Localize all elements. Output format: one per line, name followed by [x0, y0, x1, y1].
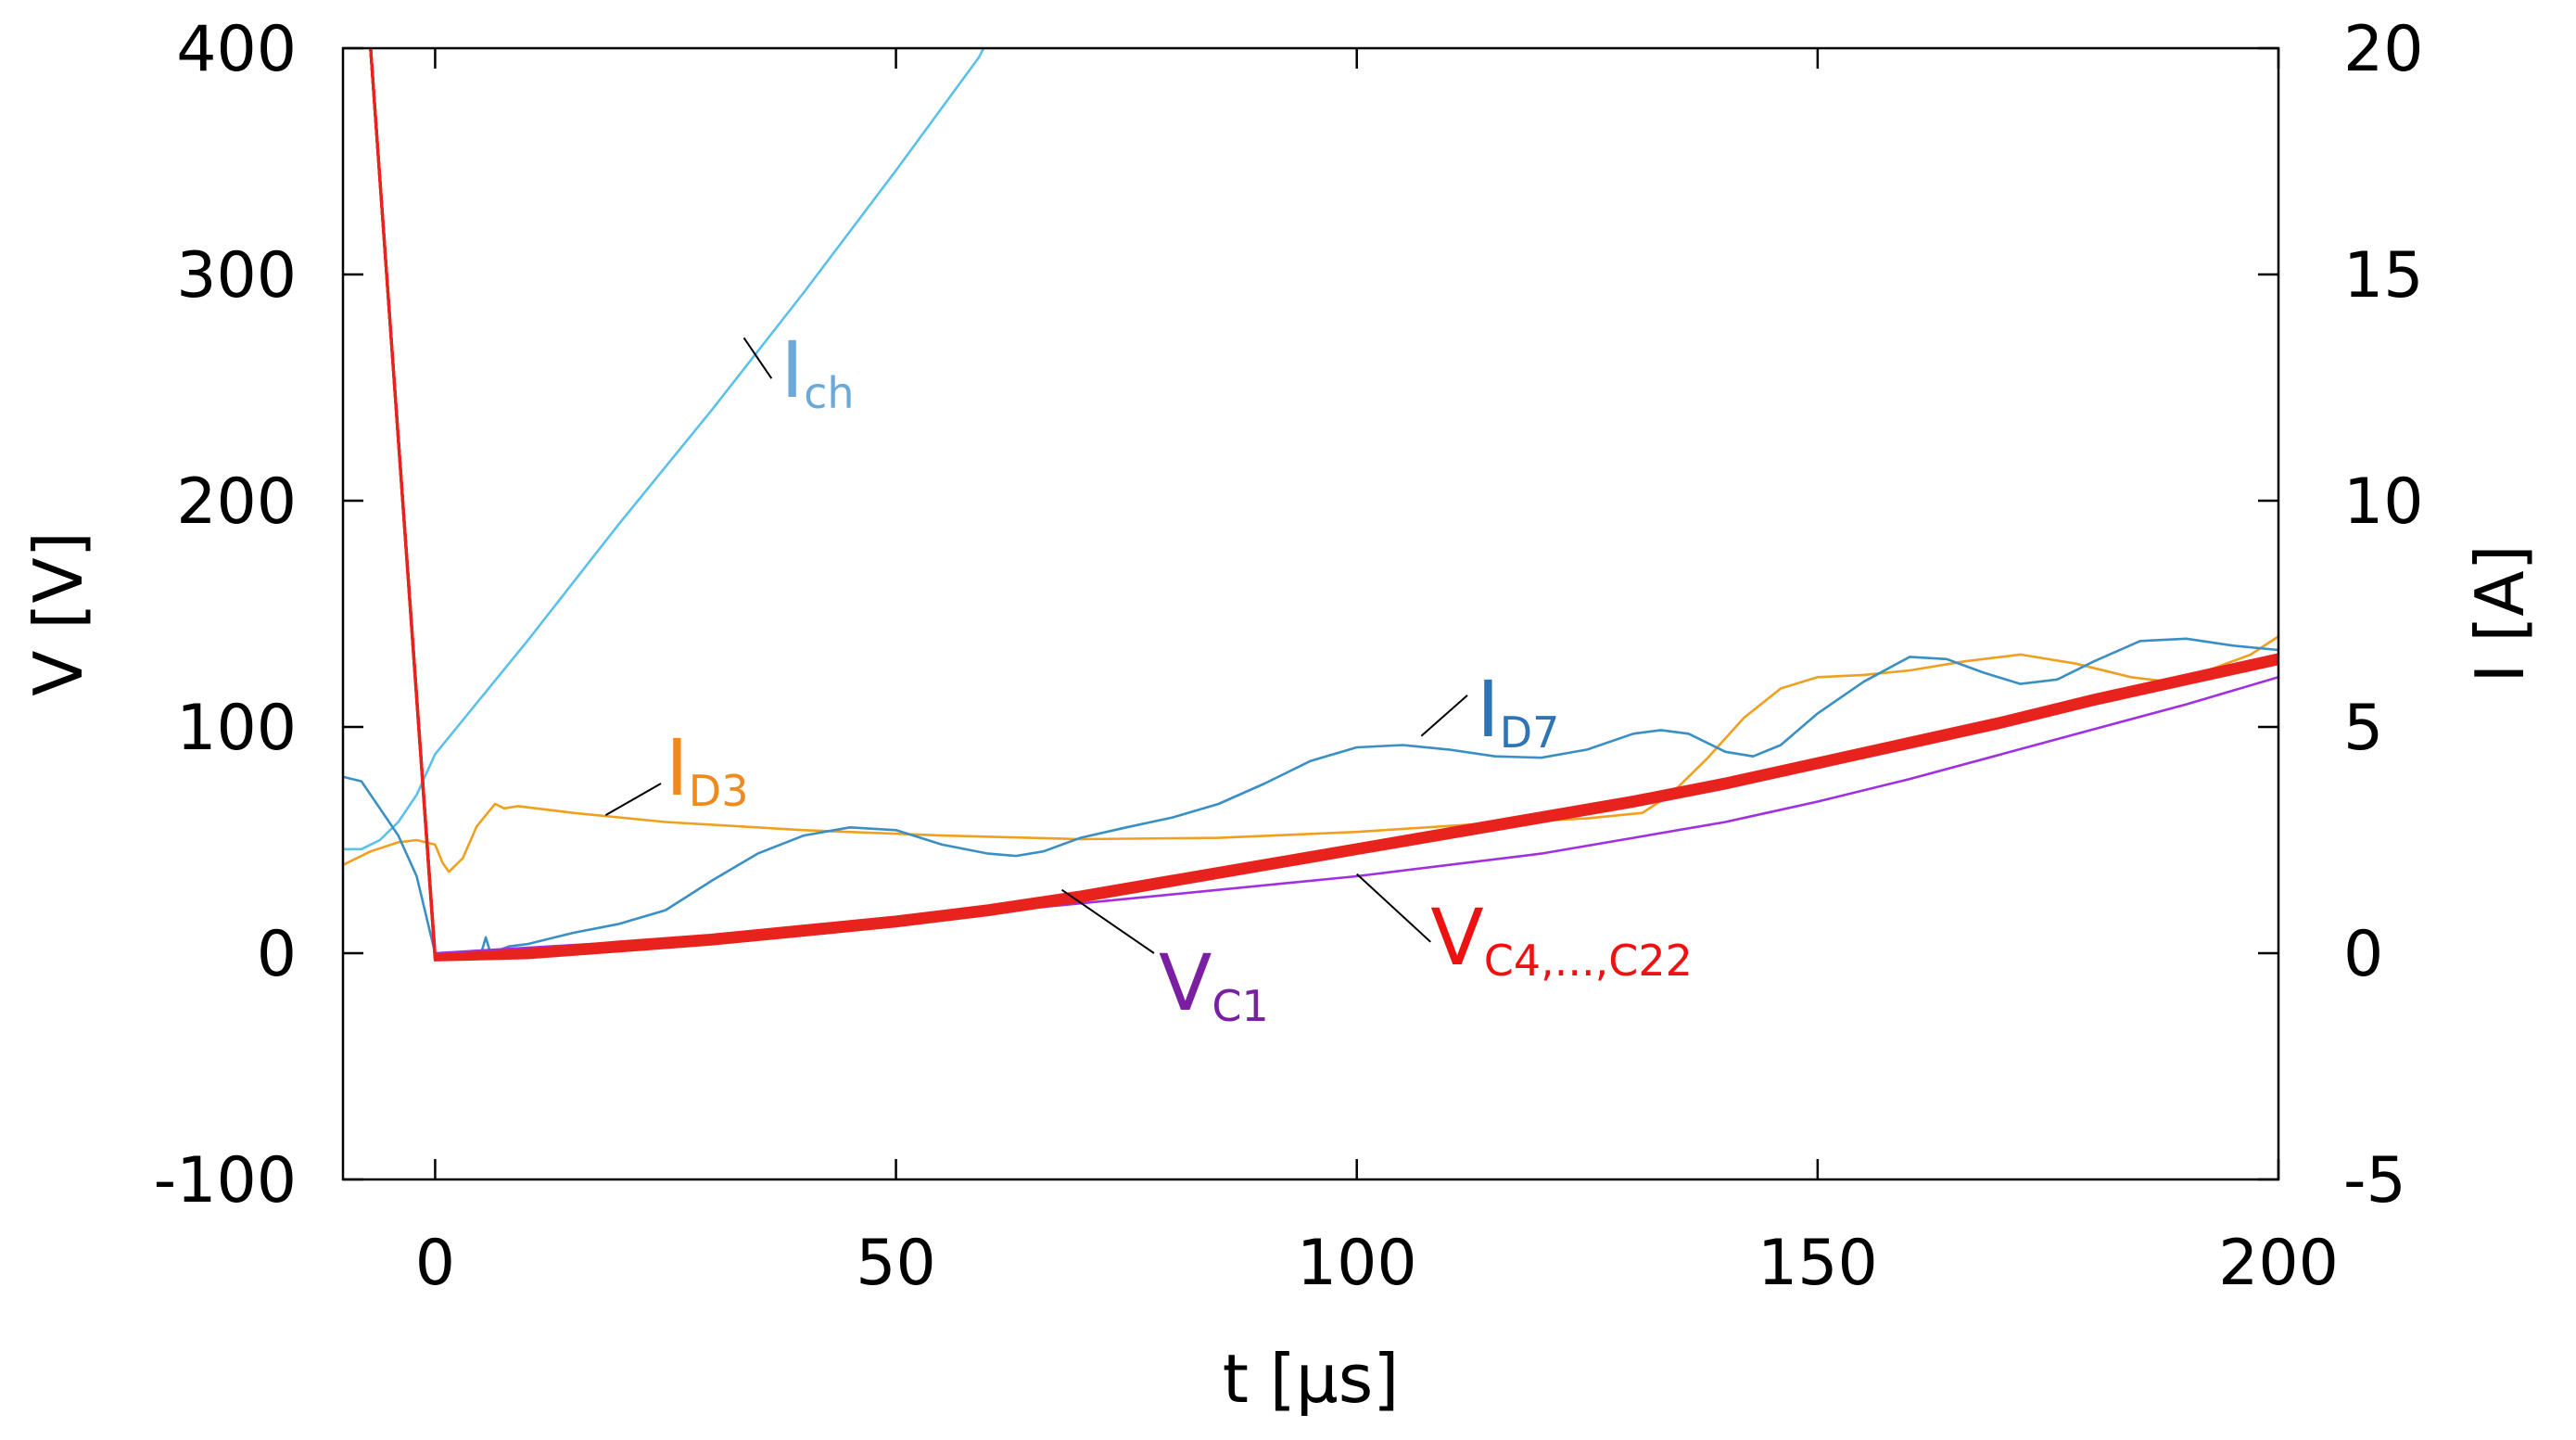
- annotation-leader-ich: [742, 337, 773, 379]
- y-left-tick-label: 300: [176, 239, 297, 312]
- plot-frame: [341, 46, 2280, 1181]
- annotation-leader-id3: [604, 783, 662, 817]
- ticks-layer: 0 50 100 150 200 -100 0 100 200 300 400 -5 0 5 10 15 20: [154, 13, 2424, 1300]
- y-right-tick-label: 0: [2343, 918, 2383, 991]
- y-left-tick-label: 400: [176, 13, 297, 86]
- x-tick-label: 0: [415, 1227, 455, 1300]
- y-right-tick-label: 20: [2343, 13, 2424, 86]
- y-left-tick-label: 200: [176, 465, 297, 539]
- series-line-ich: [343, 48, 985, 851]
- series-line-vc4-c22-a: [369, 48, 2278, 962]
- y-right-tick-label: 5: [2343, 692, 2383, 765]
- y-left-tick-label: -100: [154, 1144, 297, 1217]
- annotation-leader-vc1: [1060, 888, 1155, 954]
- annotation-label-vc4: VC4,...,C22: [1430, 892, 1693, 986]
- y-right-tick-label: 10: [2343, 465, 2424, 539]
- annotation-layer: Ich ID3 ID7 VC1 VC4,...,C22: [604, 325, 1693, 1031]
- annotation-label-id7: ID7: [1477, 664, 1559, 758]
- series-line-vc4-c22-c: [369, 48, 2278, 960]
- x-axis-title: t [µs]: [1223, 1340, 1400, 1418]
- annotation-leader-id7: [1420, 695, 1468, 737]
- x-tick-label: 150: [1758, 1227, 1878, 1300]
- y-left-tick-label: 100: [176, 692, 297, 765]
- series-line-vc4-c22-b: [369, 48, 2278, 960]
- series-line-id3: [343, 635, 2278, 873]
- x-tick-label: 200: [2218, 1227, 2339, 1300]
- x-tick-label: 50: [856, 1227, 936, 1300]
- annotation-label-id3: ID3: [666, 722, 748, 816]
- y-axis-right-title: I [A]: [2461, 544, 2539, 683]
- series-line-vc4-c22-e: [369, 48, 2278, 957]
- y-axis-left-title: V [V]: [19, 531, 97, 696]
- x-tick-label: 100: [1297, 1227, 1417, 1300]
- annotation-leader-vc4: [1356, 873, 1431, 943]
- series-line-vc4-c22-d: [369, 48, 2278, 957]
- y-right-tick-label: 15: [2343, 239, 2424, 312]
- series-layer: [343, 48, 2278, 962]
- y-right-tick-label: -5: [2343, 1144, 2406, 1217]
- annotation-label-ich: Ich: [780, 325, 854, 418]
- annotation-label-vc1: VC1: [1159, 937, 1269, 1031]
- y-left-tick-label: 0: [257, 918, 297, 991]
